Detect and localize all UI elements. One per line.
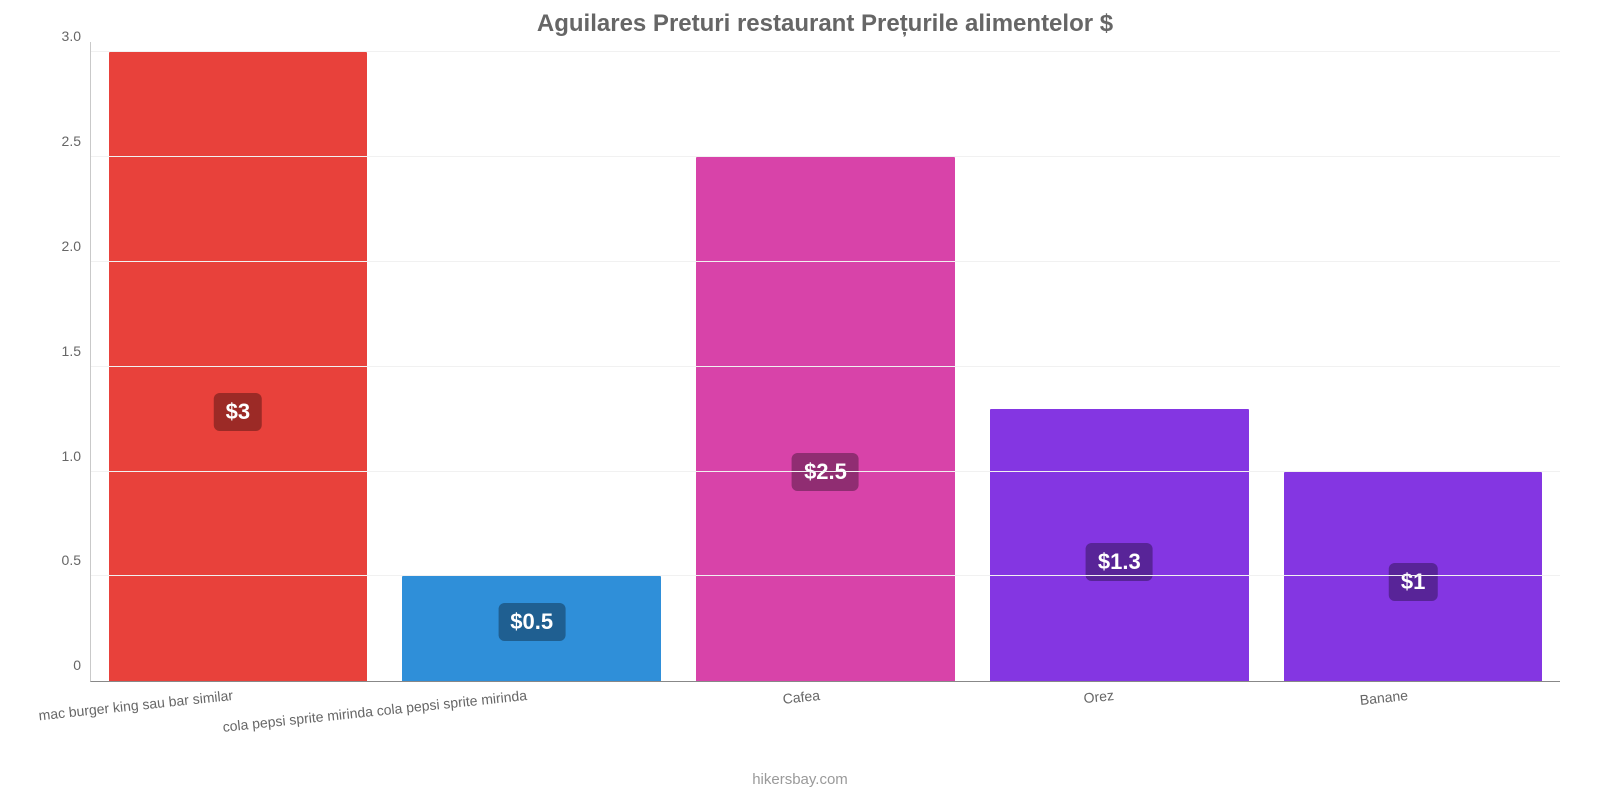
bars-container: $3mac burger king sau bar similar$0.5col… [91, 42, 1560, 681]
value-badge: $1 [1389, 563, 1437, 601]
bar-slot: $3mac burger king sau bar similar [91, 42, 385, 681]
ytick-label: 1.0 [41, 448, 81, 464]
bar: $1.3 [990, 409, 1249, 681]
value-badge: $3 [214, 393, 262, 431]
ytick-label: 2.0 [41, 238, 81, 254]
chart-title: Aguilares Preturi restaurant Prețurile a… [90, 10, 1560, 38]
ytick-label: 3.0 [41, 28, 81, 44]
xtick-label: Orez [1113, 684, 1145, 703]
ytick-label: 0 [41, 657, 81, 673]
value-badge: $0.5 [498, 603, 565, 641]
price-bar-chart: Aguilares Preturi restaurant Prețurile a… [0, 0, 1600, 800]
plot-area: $3mac burger king sau bar similar$0.5col… [90, 42, 1560, 682]
gridline [91, 471, 1560, 472]
gridline [91, 575, 1560, 576]
bar: $1 [1284, 472, 1543, 682]
ytick-label: 2.5 [41, 133, 81, 149]
bar: $0.5 [402, 576, 661, 681]
ytick-label: 1.5 [41, 343, 81, 359]
gridline [91, 51, 1560, 52]
ytick-label: 0.5 [41, 552, 81, 568]
bar-slot: $1.3Orez [972, 42, 1266, 681]
chart-footer: hikersbay.com [0, 771, 1600, 788]
bar-slot: $2.5Cafea [679, 42, 973, 681]
xtick-label: Banane [1407, 682, 1457, 703]
bar: $2.5 [696, 157, 955, 681]
bar-slot: $1Banane [1266, 42, 1560, 681]
bar-slot: $0.5cola pepsi sprite mirinda cola pepsi… [385, 42, 679, 681]
gridline [91, 261, 1560, 262]
gridline [91, 156, 1560, 157]
gridline [91, 366, 1560, 367]
xtick-label: Cafea [819, 683, 858, 703]
value-badge: $2.5 [792, 453, 859, 491]
